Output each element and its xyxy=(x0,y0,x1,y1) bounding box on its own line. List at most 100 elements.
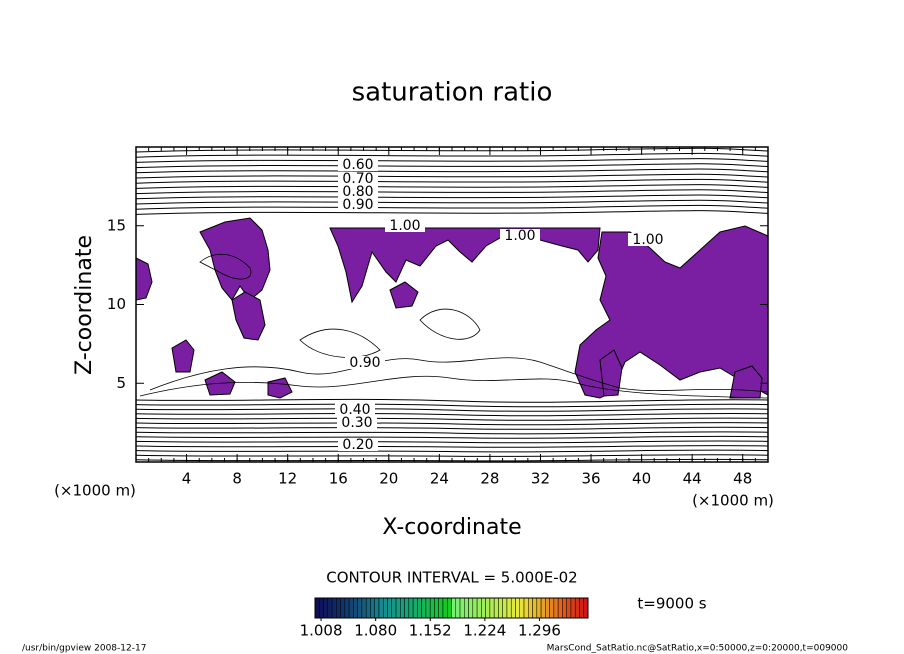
contour-label-bg xyxy=(500,229,540,242)
colorbar-cell xyxy=(404,597,410,619)
colorbar-cell xyxy=(357,597,363,619)
colorbar-cell xyxy=(502,597,508,619)
colorbar-cell xyxy=(327,597,333,619)
contour-line xyxy=(135,440,769,444)
colorbar-cell xyxy=(459,597,465,619)
colorbar-cell xyxy=(451,597,457,619)
x-tick-label: 44 xyxy=(683,470,702,488)
colorbar-cell xyxy=(391,597,397,619)
region xyxy=(389,281,419,309)
colorbar-tick-label: 1.224 xyxy=(463,622,506,640)
contour-line xyxy=(135,194,769,200)
colorbar-tick-label: 1.296 xyxy=(518,622,561,640)
contour-line xyxy=(135,458,769,462)
colorbar-cell xyxy=(523,597,529,619)
contour-label-bg xyxy=(338,198,378,211)
y-unit: (×1000 m) xyxy=(54,482,136,500)
contour-interval: CONTOUR INTERVAL = 5.000E-02 xyxy=(326,569,577,587)
region xyxy=(574,225,769,399)
colorbar-cell xyxy=(340,597,346,619)
region xyxy=(329,227,601,304)
colorbar-cell xyxy=(417,597,422,619)
contour-line xyxy=(135,189,769,195)
contour-line xyxy=(139,375,769,399)
colorbar-cell xyxy=(455,597,461,619)
colorbar-cell xyxy=(493,597,499,619)
time-label: t=9000 s xyxy=(637,595,706,613)
colorbar-cell xyxy=(528,597,533,619)
colorbar-cell xyxy=(472,597,478,619)
colorbar-tick-label: 1.152 xyxy=(409,622,452,640)
colorbar-cell xyxy=(532,597,538,619)
contour-line xyxy=(135,178,769,184)
colorbar-cell xyxy=(562,597,567,619)
colorbar-cell xyxy=(549,597,555,619)
colorbar-cell xyxy=(545,597,550,619)
colorbar-cell xyxy=(374,597,380,619)
colorbar-cell xyxy=(319,597,324,619)
colorbar-cell xyxy=(574,597,580,619)
contour-label: 1.00 xyxy=(389,218,420,234)
colorbar-cell xyxy=(481,597,486,619)
colorbar-cell xyxy=(425,597,431,619)
colorbar-cell xyxy=(378,597,384,619)
region xyxy=(199,217,271,301)
colorbar-cell xyxy=(536,597,542,619)
colorbar-cell xyxy=(323,597,329,619)
colorbar-cell xyxy=(361,597,367,619)
contour-line xyxy=(199,254,252,280)
colorbar-cell xyxy=(557,597,563,619)
colorbar-cell xyxy=(506,597,512,619)
colorbar-cell xyxy=(383,597,388,619)
x-tick-label: 36 xyxy=(581,470,600,488)
colorbar-cell xyxy=(570,597,576,619)
contour-detail xyxy=(139,254,769,399)
x-tick-label: 12 xyxy=(278,470,297,488)
contour-line xyxy=(135,163,769,169)
colorbar-cell xyxy=(314,597,320,619)
colorbar-cell xyxy=(421,597,427,619)
region xyxy=(267,377,293,399)
contour-line xyxy=(135,431,769,435)
colorbar-cell xyxy=(370,597,375,619)
colorbar-cell xyxy=(331,597,337,619)
contour-line xyxy=(135,199,769,205)
colorbar-cell xyxy=(566,597,572,619)
colorbar-frame xyxy=(314,597,589,619)
region xyxy=(231,291,266,341)
contour-label: 0.80 xyxy=(342,184,373,200)
x-tick-label: 20 xyxy=(379,470,398,488)
chart-title: saturation ratio xyxy=(352,78,553,108)
contour-label-bg xyxy=(338,158,378,171)
contour-line xyxy=(135,403,769,408)
contour-line xyxy=(135,408,769,412)
colorbar-cell xyxy=(498,597,503,619)
contour-line xyxy=(135,454,769,457)
x-tick-label: 28 xyxy=(480,470,499,488)
contour-line xyxy=(135,152,769,158)
colorbar-cell xyxy=(510,597,516,619)
contour-label-bg xyxy=(335,403,375,416)
colorbar xyxy=(314,597,589,619)
colorbar-cell xyxy=(485,597,491,619)
colorbar-cell xyxy=(365,597,371,619)
contour-label: 0.90 xyxy=(342,197,373,213)
colorbar-cell xyxy=(515,597,520,619)
contour-line xyxy=(135,412,769,417)
contour-line xyxy=(135,417,769,421)
colorbar-cell xyxy=(540,597,546,619)
x-axis-label: X-coordinate xyxy=(382,515,521,540)
contour-line xyxy=(299,328,381,358)
contour-label-bg xyxy=(338,172,378,185)
footer-left: /usr/bin/gpview 2008-12-17 xyxy=(22,644,146,654)
region xyxy=(599,349,623,397)
contour-label-bg xyxy=(338,185,378,198)
contour-label: 0.70 xyxy=(342,171,373,187)
x-tick-label: 24 xyxy=(430,470,449,488)
x-unit: (×1000 m) xyxy=(692,492,774,510)
colorbar-cell xyxy=(446,597,452,619)
x-tick-label: 8 xyxy=(232,470,242,488)
y-tick-label: 5 xyxy=(116,374,126,392)
colorbar-cell xyxy=(336,597,341,619)
contour-label: 1.00 xyxy=(504,228,535,244)
